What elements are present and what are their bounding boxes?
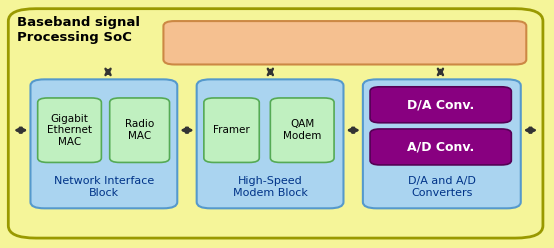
Text: Network Interface
Block: Network Interface Block bbox=[54, 176, 154, 198]
Text: QAM
Modem: QAM Modem bbox=[283, 119, 321, 141]
FancyBboxPatch shape bbox=[370, 87, 511, 123]
Text: Radio
MAC: Radio MAC bbox=[125, 119, 154, 141]
FancyBboxPatch shape bbox=[8, 9, 543, 238]
FancyBboxPatch shape bbox=[204, 98, 259, 162]
Text: D/A and A/D
Converters: D/A and A/D Converters bbox=[408, 176, 476, 198]
FancyBboxPatch shape bbox=[363, 79, 521, 208]
FancyBboxPatch shape bbox=[38, 98, 101, 162]
Text: Framer: Framer bbox=[213, 125, 250, 135]
FancyBboxPatch shape bbox=[197, 79, 343, 208]
FancyBboxPatch shape bbox=[110, 98, 170, 162]
Text: A/D Conv.: A/D Conv. bbox=[407, 140, 474, 154]
Text: Baseband signal
Processing SoC: Baseband signal Processing SoC bbox=[17, 16, 140, 44]
Text: Gigabit
Ethernet
MAC: Gigabit Ethernet MAC bbox=[47, 114, 92, 147]
FancyBboxPatch shape bbox=[370, 129, 511, 165]
Text: D/A Conv.: D/A Conv. bbox=[407, 98, 474, 111]
FancyBboxPatch shape bbox=[270, 98, 334, 162]
FancyBboxPatch shape bbox=[30, 79, 177, 208]
FancyBboxPatch shape bbox=[163, 21, 526, 64]
Text: High-Speed
Modem Block: High-Speed Modem Block bbox=[233, 176, 307, 198]
